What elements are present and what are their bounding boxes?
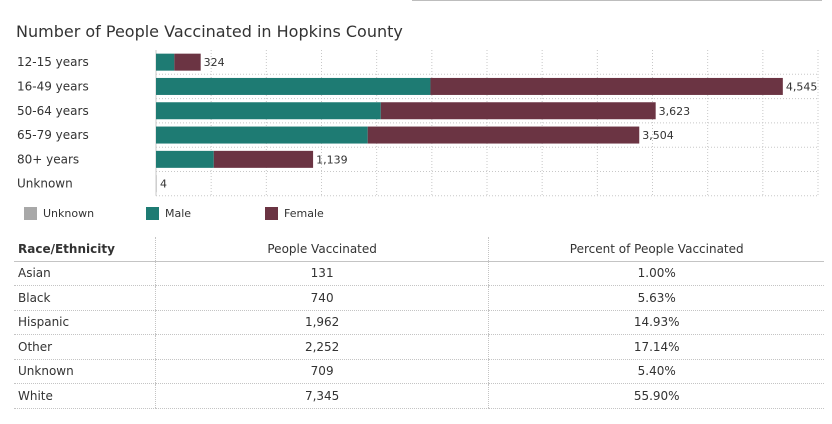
race-cell: White bbox=[14, 383, 156, 409]
table-row: Other 2,252 17.14% bbox=[14, 334, 824, 360]
category-label: Unknown bbox=[17, 177, 73, 191]
bar-segment-female bbox=[367, 126, 640, 144]
table-header-row: Race/Ethnicity People Vaccinated Percent… bbox=[14, 237, 824, 262]
race-cell: Black bbox=[14, 285, 156, 311]
race-cell: Asian bbox=[14, 261, 156, 286]
bar-segment-female bbox=[174, 53, 201, 71]
race-cell: Other bbox=[14, 334, 156, 360]
category-label: 16-49 years bbox=[17, 79, 89, 93]
top-divider bbox=[412, 0, 822, 1]
age-bar-chart: 12-15 years 324 16-49 years 4,545 50-64 year… bbox=[17, 50, 819, 197]
bar-segment-male bbox=[156, 77, 431, 95]
percent-cell: 1.00% bbox=[488, 261, 824, 286]
bar-segment-unknown bbox=[156, 175, 157, 193]
legend-item-female[interactable]: Female bbox=[265, 207, 324, 220]
table-row: Unknown 709 5.40% bbox=[14, 359, 824, 384]
category-label: 50-64 years bbox=[17, 104, 89, 118]
bar-segment-male bbox=[156, 102, 381, 120]
legend-item-unknown[interactable]: Unknown bbox=[24, 207, 94, 220]
count-cell: 709 bbox=[154, 359, 489, 384]
legend-swatch bbox=[146, 207, 159, 220]
table-row: Hispanic 1,962 14.93% bbox=[14, 310, 824, 335]
table-row: Black 740 5.63% bbox=[14, 285, 824, 311]
data-label: 324 bbox=[204, 56, 225, 69]
header-people-vaccinated: People Vaccinated bbox=[154, 237, 489, 262]
count-cell: 740 bbox=[154, 285, 489, 311]
percent-cell: 55.90% bbox=[488, 383, 824, 409]
category-label: 12-15 years bbox=[17, 55, 89, 69]
bar-segment-male bbox=[156, 126, 368, 144]
chart-legend: Unknown Male Female bbox=[0, 207, 832, 223]
legend-swatch bbox=[24, 207, 37, 220]
category-label: 80+ years bbox=[17, 152, 79, 166]
category-label: 65-79 years bbox=[17, 128, 89, 142]
data-label: 1,139 bbox=[316, 153, 348, 166]
count-cell: 131 bbox=[154, 261, 489, 286]
legend-label: Male bbox=[165, 207, 192, 220]
data-label: 4 bbox=[160, 178, 167, 191]
chart-title: Number of People Vaccinated in Hopkins C… bbox=[16, 22, 403, 41]
race-cell: Unknown bbox=[14, 359, 156, 384]
legend-label: Female bbox=[284, 207, 324, 220]
percent-cell: 17.14% bbox=[488, 334, 824, 360]
percent-cell: 5.63% bbox=[488, 285, 824, 311]
bar-segment-female bbox=[430, 77, 783, 95]
data-label: 3,623 bbox=[659, 105, 691, 118]
legend-swatch bbox=[265, 207, 278, 220]
bar-segment-male bbox=[156, 53, 175, 71]
data-label: 4,545 bbox=[786, 80, 818, 93]
data-label: 3,504 bbox=[642, 129, 674, 142]
bar-segment-female bbox=[380, 102, 656, 120]
table-row: White 7,345 55.90% bbox=[14, 383, 824, 409]
race-cell: Hispanic bbox=[14, 310, 156, 335]
header-percent-vaccinated: Percent of People Vaccinated bbox=[488, 237, 824, 262]
table-row: Asian 131 1.00% bbox=[14, 261, 824, 286]
legend-label: Unknown bbox=[43, 207, 95, 220]
bar-segment-female bbox=[213, 150, 314, 168]
header-race-ethnicity: Race/Ethnicity bbox=[14, 237, 156, 262]
bar-segment-male bbox=[156, 150, 214, 168]
count-cell: 7,345 bbox=[154, 383, 489, 409]
race-ethnicity-table: Race/Ethnicity People Vaccinated Percent… bbox=[14, 237, 824, 409]
legend-item-male[interactable]: Male bbox=[146, 207, 191, 220]
count-cell: 1,962 bbox=[154, 310, 489, 335]
count-cell: 2,252 bbox=[154, 334, 489, 360]
percent-cell: 14.93% bbox=[488, 310, 824, 335]
percent-cell: 5.40% bbox=[488, 359, 824, 384]
